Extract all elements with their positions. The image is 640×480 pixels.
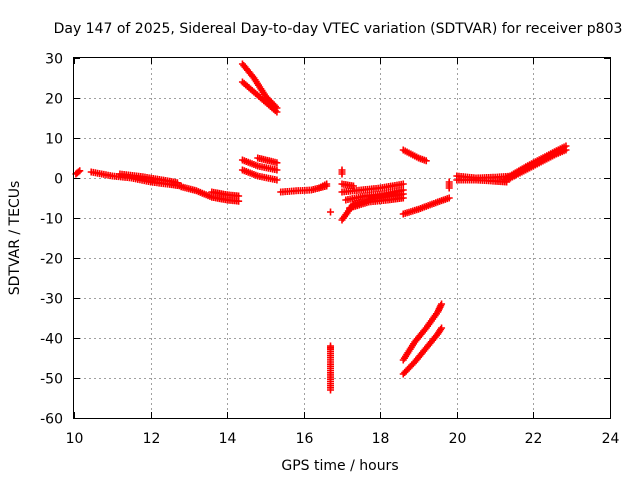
chart-title: Day 147 of 2025, Sidereal Day-to-day VTE…: [54, 21, 623, 37]
grid-lines: [74, 58, 610, 418]
data-point: [235, 192, 243, 200]
y-tick-label: -50: [40, 372, 63, 388]
y-tick-label: -30: [40, 292, 63, 308]
data-point: [273, 166, 281, 174]
data-point: [422, 157, 430, 165]
x-tick-labels: 10 12 14 16 18 20 22 24: [66, 431, 620, 447]
y-tick-label: -10: [40, 212, 63, 228]
y-tick-label: 0: [54, 172, 63, 188]
data-point: [349, 182, 357, 190]
y-tick-label: 10: [45, 132, 63, 148]
data-point: [445, 184, 453, 192]
data-point: [323, 180, 331, 188]
data-point: [338, 170, 346, 178]
y-axis-title: SDTVAR / TECUs: [7, 181, 23, 296]
plot-frame: [73, 57, 611, 419]
y-tick-labels: -60 -50 -40 -30 -20 -10 0 10 20 30: [40, 52, 63, 428]
data-point: [273, 108, 281, 116]
data-point: [445, 194, 453, 202]
x-tick-label: 12: [143, 431, 161, 447]
data-point: [273, 176, 281, 184]
data-point: [562, 142, 570, 150]
x-axis-title: GPS time / hours: [281, 458, 398, 474]
y-tick-label: -60: [40, 412, 63, 428]
data-point: [273, 159, 281, 167]
x-tick-label: 16: [296, 431, 314, 447]
data-points: [72, 60, 570, 394]
x-tick-label: 10: [66, 431, 84, 447]
data-point: [327, 386, 335, 394]
x-tick-label: 14: [219, 431, 237, 447]
y-tick-label: 30: [45, 52, 63, 68]
data-point: [437, 326, 445, 333]
data-point: [74, 168, 82, 176]
data-point: [399, 186, 407, 194]
data-point: [399, 180, 407, 188]
axis-ticks: [74, 58, 611, 419]
y-tick-label: -40: [40, 332, 63, 348]
y-tick-label: -20: [40, 252, 63, 268]
data-point: [399, 194, 407, 202]
data-point: [327, 208, 335, 216]
x-tick-label: 22: [525, 431, 543, 447]
data-point: [438, 324, 446, 332]
data-point: [438, 300, 446, 308]
x-tick-label: 24: [602, 431, 620, 447]
data-point: [173, 179, 181, 187]
y-tick-label: 20: [45, 92, 63, 108]
x-tick-label: 18: [372, 431, 390, 447]
x-tick-label: 20: [449, 431, 467, 447]
data-point: [76, 167, 84, 175]
